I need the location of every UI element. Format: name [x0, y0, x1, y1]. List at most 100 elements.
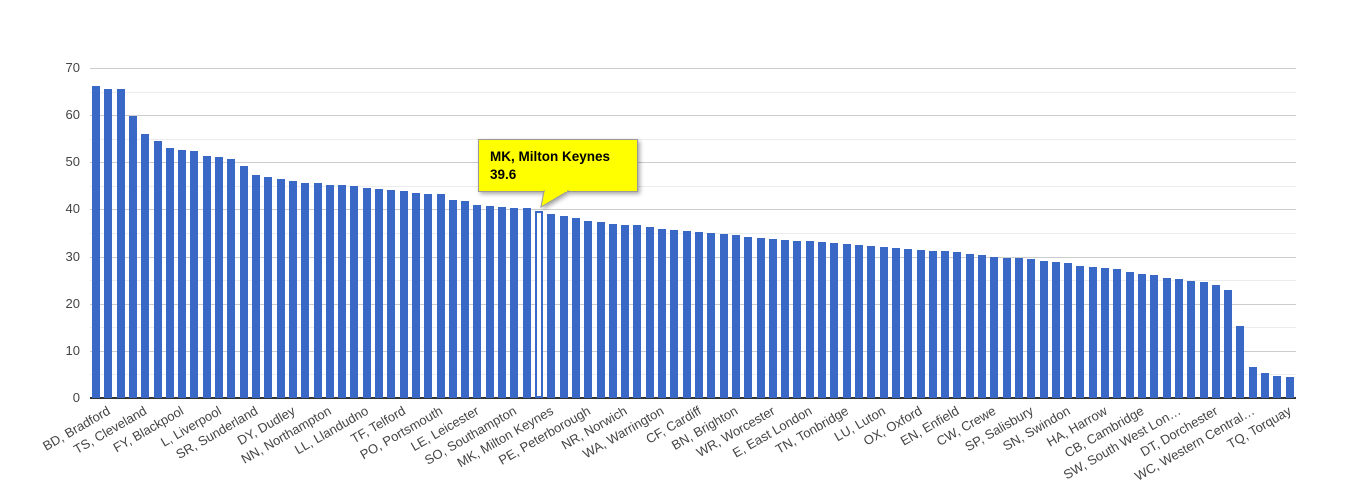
bar[interactable] [288, 181, 297, 398]
bar[interactable] [744, 237, 753, 398]
bar[interactable] [473, 205, 482, 398]
bar[interactable] [707, 233, 716, 398]
bar[interactable] [842, 244, 851, 398]
bar[interactable] [116, 89, 125, 398]
bar[interactable] [362, 188, 371, 398]
bar[interactable] [1064, 263, 1073, 398]
bar[interactable] [1174, 279, 1183, 398]
bar[interactable] [1248, 367, 1257, 398]
bar[interactable] [1125, 272, 1134, 398]
bar[interactable] [165, 148, 174, 398]
bar[interactable] [202, 156, 211, 398]
bar[interactable] [781, 240, 790, 398]
bar[interactable] [104, 89, 113, 398]
bar[interactable] [1039, 261, 1048, 398]
bar[interactable] [584, 221, 593, 398]
bar[interactable] [227, 159, 236, 398]
bar[interactable] [670, 230, 679, 398]
bar[interactable] [251, 175, 260, 398]
bar[interactable] [1088, 267, 1097, 398]
bar[interactable] [571, 218, 580, 398]
bar[interactable] [1224, 290, 1233, 398]
bar[interactable] [596, 222, 605, 398]
bar[interactable] [498, 207, 507, 398]
bar[interactable] [830, 243, 839, 398]
bar[interactable] [559, 216, 568, 398]
bar[interactable] [1150, 275, 1159, 398]
bar[interactable] [276, 179, 285, 398]
bar[interactable] [682, 231, 691, 398]
bar[interactable] [1261, 373, 1270, 398]
bar[interactable] [731, 235, 740, 398]
bar[interactable] [1273, 376, 1282, 398]
bar[interactable] [448, 200, 457, 398]
bar[interactable] [928, 251, 937, 398]
bar[interactable] [965, 254, 974, 398]
bar[interactable] [978, 255, 987, 398]
bar[interactable] [190, 151, 199, 398]
bar[interactable] [867, 246, 876, 398]
bar[interactable] [768, 239, 777, 398]
bar[interactable] [990, 257, 999, 398]
bar[interactable] [1027, 259, 1036, 398]
bar[interactable] [1113, 269, 1122, 398]
bar[interactable] [264, 177, 273, 398]
bar[interactable] [424, 194, 433, 398]
bar-highlighted[interactable] [535, 211, 544, 398]
bar[interactable] [633, 225, 642, 398]
bar[interactable] [658, 229, 667, 398]
bar[interactable] [350, 186, 359, 398]
bar[interactable] [313, 183, 322, 398]
bar[interactable] [621, 225, 630, 398]
bar[interactable] [1285, 377, 1294, 398]
bar[interactable] [1199, 282, 1208, 398]
bar[interactable] [953, 252, 962, 398]
bar[interactable] [904, 249, 913, 398]
bar[interactable] [338, 185, 347, 398]
bar[interactable] [719, 234, 728, 398]
bar[interactable] [399, 191, 408, 398]
bar[interactable] [1162, 278, 1171, 398]
bar[interactable] [805, 241, 814, 398]
bar[interactable] [178, 150, 187, 398]
bar[interactable] [153, 141, 162, 398]
bar[interactable] [1076, 266, 1085, 398]
bar[interactable] [92, 86, 100, 398]
bar[interactable] [301, 183, 310, 398]
bar[interactable] [1002, 258, 1011, 398]
bar[interactable] [645, 227, 654, 398]
bar[interactable] [1051, 262, 1060, 398]
bar[interactable] [818, 242, 827, 398]
tooltip-value: 39.6 [490, 167, 517, 182]
bar[interactable] [375, 189, 384, 398]
bar[interactable] [215, 157, 224, 398]
bar[interactable] [608, 224, 617, 398]
bar[interactable] [436, 194, 445, 398]
bar[interactable] [941, 251, 950, 398]
bar[interactable] [793, 241, 802, 398]
bar[interactable] [756, 238, 765, 398]
bar[interactable] [1138, 274, 1147, 398]
bar[interactable] [1211, 285, 1220, 398]
bar[interactable] [485, 206, 494, 398]
bar[interactable] [411, 193, 420, 398]
bar[interactable] [510, 208, 519, 398]
bar[interactable] [522, 208, 531, 398]
gridline-major [90, 68, 1296, 69]
bar[interactable] [325, 185, 334, 398]
bar[interactable] [1101, 268, 1110, 398]
bar[interactable] [387, 190, 396, 398]
bar[interactable] [854, 245, 863, 398]
bar[interactable] [1187, 281, 1196, 398]
bar[interactable] [891, 248, 900, 398]
bar[interactable] [239, 166, 248, 398]
bar[interactable] [128, 116, 137, 398]
bar[interactable] [1236, 326, 1245, 398]
bar[interactable] [547, 214, 556, 398]
bar[interactable] [695, 232, 703, 398]
bar[interactable] [879, 247, 888, 398]
bar[interactable] [461, 201, 470, 398]
bar[interactable] [1014, 258, 1023, 398]
bar[interactable] [916, 250, 925, 398]
bar[interactable] [141, 134, 150, 398]
